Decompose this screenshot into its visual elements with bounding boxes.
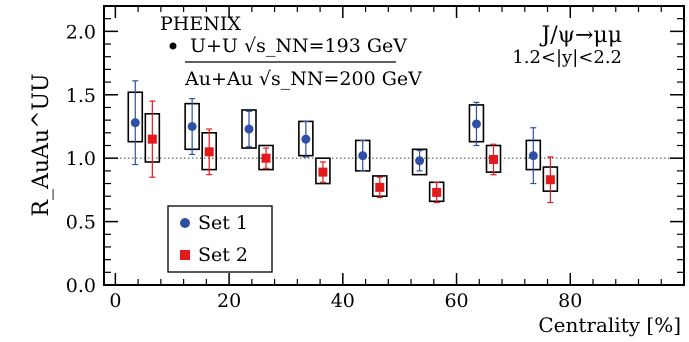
data-point xyxy=(261,153,271,163)
data-point xyxy=(545,175,555,185)
x-tick-label: 40 xyxy=(331,290,355,312)
ratio-denominator-label: Au+Au √s_NN=200 GeV xyxy=(184,68,422,90)
data-point xyxy=(528,151,538,161)
systematic-error-box xyxy=(241,109,257,149)
data-point xyxy=(301,134,311,144)
data-point xyxy=(471,119,481,129)
y-tick-label: 1.0 xyxy=(66,148,96,170)
legend-label-set-1: Set 1 xyxy=(198,212,248,234)
x-tick-label: 0 xyxy=(109,290,121,312)
y-tick-label: 2.0 xyxy=(66,21,96,43)
data-point xyxy=(432,187,442,197)
rapidity-label: 1.2<|y|<2.2 xyxy=(512,47,622,68)
data-point xyxy=(130,118,140,128)
x-tick-label: 80 xyxy=(558,290,582,312)
data-point xyxy=(375,182,385,192)
legend-box xyxy=(167,205,273,273)
data-point xyxy=(415,156,425,166)
ratio-numerator-label: U+U √s_NN=193 GeV xyxy=(190,35,407,57)
legend-label-set-2: Set 2 xyxy=(198,244,248,266)
y-tick-label: 0.5 xyxy=(66,212,96,234)
y-tick-label: 1.5 xyxy=(66,85,96,107)
data-point xyxy=(318,167,328,177)
data-point xyxy=(204,147,214,157)
systematic-error-box xyxy=(315,157,331,185)
x-tick-label: 20 xyxy=(217,290,241,312)
data-point xyxy=(358,151,368,161)
data-point xyxy=(147,134,157,144)
y-axis-label: R_AuAu^UU xyxy=(29,73,54,216)
x-tick-label: 60 xyxy=(444,290,468,312)
series-1 xyxy=(127,80,542,185)
legend: Set 1 Set 2 xyxy=(167,205,273,273)
process-label: J/ψ→μμ xyxy=(539,23,622,48)
data-point xyxy=(187,121,197,131)
legend-marker-set-2 xyxy=(180,250,190,260)
data-point xyxy=(489,154,499,164)
y-tick-label: 0.0 xyxy=(66,275,96,297)
legend-marker-set-1 xyxy=(180,218,190,228)
series-2 xyxy=(144,100,559,204)
experiment-label: PHENIX xyxy=(160,13,241,35)
data-point xyxy=(244,124,254,134)
x-axis-label: Centrality [%] xyxy=(538,313,681,337)
systematic-error-box xyxy=(258,144,274,171)
legend-marker-set-1-header xyxy=(169,42,177,50)
systematic-error-box xyxy=(411,148,428,176)
